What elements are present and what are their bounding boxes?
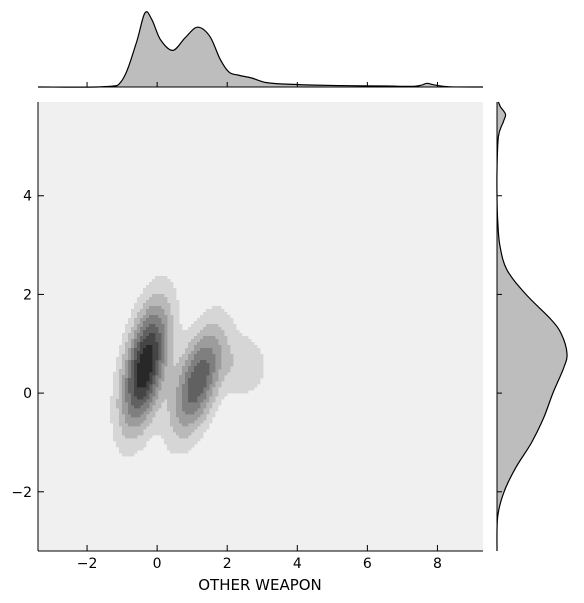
x-tick-label: 2 bbox=[223, 556, 232, 572]
kde-contours bbox=[109, 276, 264, 457]
x-axis-ticks: −2 0 2 4 6 8 bbox=[77, 545, 442, 572]
marginal-x-density-line bbox=[37, 11, 484, 88]
y-tick-label: 2 bbox=[23, 287, 32, 303]
x-tick-label: 8 bbox=[433, 556, 442, 572]
y-axis-ticks: −2 0 2 4 bbox=[11, 189, 44, 501]
y-tick-label: −2 bbox=[11, 485, 32, 501]
marginal-x-kde bbox=[37, 11, 484, 88]
marginal-y-ticks bbox=[497, 195, 502, 493]
marginal-y-kde bbox=[496, 101, 568, 552]
joint-kde-panel: −2 0 2 4 6 8 −2 0 2 4 OTHER WEAPON bbox=[11, 102, 483, 594]
x-tick-label: 6 bbox=[363, 556, 372, 572]
x-tick-label: −2 bbox=[77, 556, 98, 572]
x-tick-label: 0 bbox=[153, 556, 162, 572]
kde-contour-level-7 bbox=[137, 345, 153, 388]
marginal-y-density-fill bbox=[496, 102, 568, 551]
y-tick-label: 4 bbox=[23, 189, 32, 205]
marginal-x-density-fill bbox=[38, 11, 483, 88]
marginal-y-density-line bbox=[496, 101, 568, 552]
marginal-x-ticks bbox=[86, 82, 438, 87]
x-axis-label: OTHER WEAPON bbox=[198, 576, 322, 594]
x-tick-label: 4 bbox=[293, 556, 302, 572]
y-tick-label: 0 bbox=[23, 386, 32, 402]
joint-plot-background bbox=[38, 102, 483, 551]
